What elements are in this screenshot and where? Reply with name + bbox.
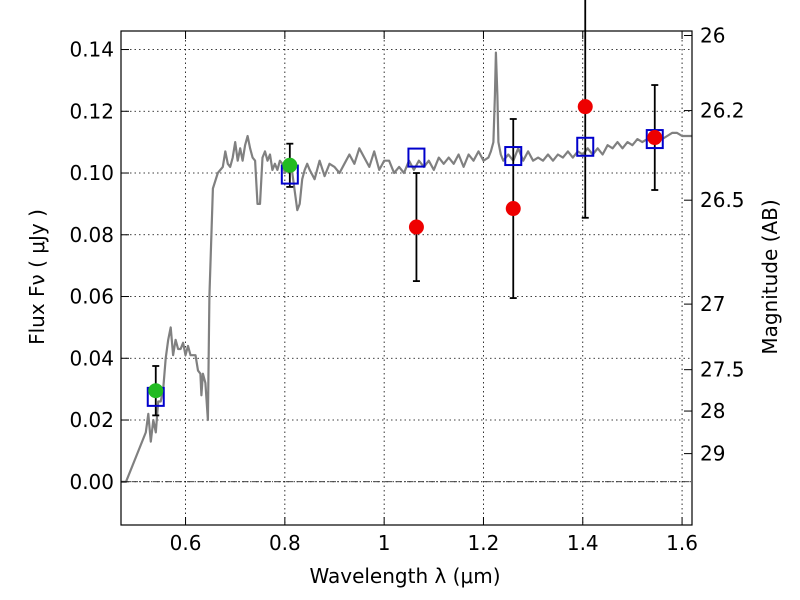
red-data-point (505, 201, 521, 217)
green-data-point (282, 157, 298, 173)
y2-tick-label: 27.5 (700, 358, 745, 382)
x-tick-label: 1.6 (666, 531, 698, 555)
markers (146, 0, 664, 417)
y-tick-label: 0.08 (69, 223, 114, 247)
y-tick-label: 0.06 (69, 285, 114, 309)
green-data-point (148, 383, 164, 399)
x-axis-label: Wavelength λ (μm) (309, 564, 500, 588)
x-tick-label: 1.4 (567, 531, 599, 555)
red-data-point (408, 219, 424, 235)
model-sed-curve (121, 51, 692, 483)
red-data-point (647, 130, 663, 146)
y-tick-label: 0.12 (69, 99, 114, 123)
x-tick-label: 1 (378, 531, 391, 555)
y2-tick-label: 26.5 (700, 188, 745, 212)
y-tick-label: 0.00 (69, 470, 114, 494)
y-tick-label: 0.14 (69, 38, 114, 62)
axis-labels: Wavelength λ (μm) Flux Fν ( μJy ) Magnit… (25, 199, 782, 588)
y2-tick-label: 27 (700, 292, 725, 316)
axes: 0.6 0.8 1 1.2 1.4 1.6 0.00 0.02 0.04 0.06 0.08 0.10… (69, 23, 744, 555)
x-tick-label: 1.2 (468, 531, 500, 555)
y2-tick-label: 26 (700, 23, 725, 47)
model-square-marker (407, 147, 426, 168)
x-tick-label: 0.8 (269, 531, 301, 555)
grid (121, 31, 692, 525)
model-curve-group (121, 51, 692, 483)
y2-tick-label: 26.2 (700, 99, 745, 123)
y-axis-label: Flux Fν ( μJy ) (25, 209, 49, 345)
y2-tick-label: 29 (700, 442, 725, 466)
red-data-point (577, 99, 593, 115)
model-square-marker (576, 136, 595, 157)
y2-axis-label: Magnitude (AB) (758, 199, 782, 354)
plot-frame (120, 30, 693, 526)
y-tick-label: 0.04 (69, 346, 114, 370)
x-tick-label: 0.6 (170, 531, 202, 555)
model-square-marker (504, 146, 523, 167)
y-tick-label: 0.02 (69, 408, 114, 432)
y2-tick-label: 28 (700, 399, 725, 423)
y-tick-label: 0.10 (69, 161, 114, 185)
